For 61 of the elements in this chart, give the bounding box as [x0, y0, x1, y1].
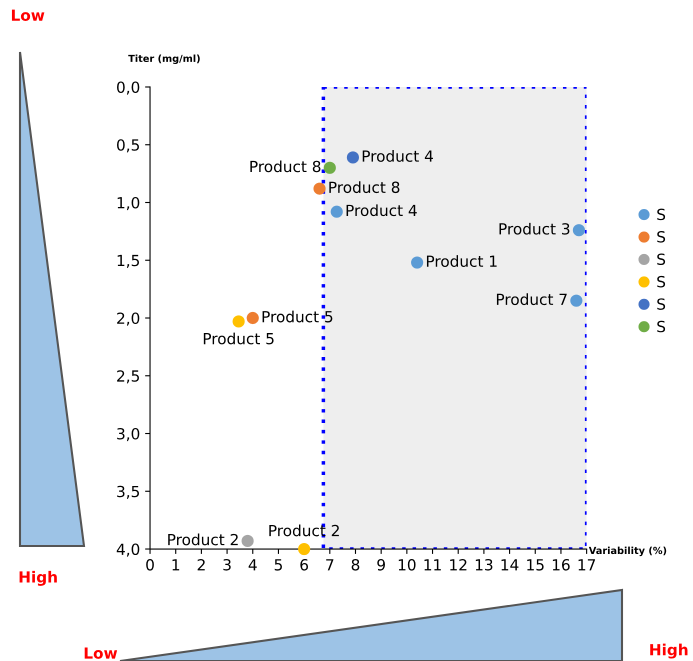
- y-tick-label: 0,5: [117, 139, 139, 152]
- x-tick-label: 0: [146, 559, 154, 571]
- point: [411, 256, 424, 269]
- annotation: Product 4: [346, 204, 417, 216]
- point: [324, 162, 336, 174]
- x-tick-label: 17: [578, 559, 596, 570]
- text: High: [650, 644, 688, 659]
- x-tick-label: 2: [198, 559, 205, 570]
- annotation: Product 3: [500, 222, 570, 235]
- annotation: Product 8: [329, 181, 400, 194]
- y-tick-label: 4,0: [116, 543, 140, 557]
- x-tick-label: 10: [398, 559, 416, 571]
- x-tick-label: 13: [476, 559, 492, 571]
- y-tick-label: 3,5: [117, 486, 139, 499]
- x-axis-title: Variability (%): [588, 546, 666, 556]
- text: Low: [12, 10, 44, 21]
- point: [313, 182, 326, 195]
- x-tick-label: 11: [424, 559, 441, 570]
- x-tick-label: 7: [326, 559, 334, 570]
- x-tick-label: 9: [377, 559, 385, 571]
- x-tick-label: 3: [223, 559, 231, 571]
- annotation: Product 4: [362, 150, 433, 162]
- text: Low: [84, 647, 118, 659]
- annotation: Product 2: [168, 534, 238, 546]
- annotation: Product 7: [496, 293, 567, 306]
- y-axis-title: Titer (mg/ml): [128, 54, 200, 64]
- x-tick-label: 5: [274, 559, 282, 571]
- legend-label: S: [657, 253, 666, 266]
- point: [298, 542, 310, 556]
- annotation: Product 5: [262, 310, 332, 322]
- annotation: Product 2: [269, 524, 339, 536]
- legend-label: S: [657, 276, 666, 288]
- point: [570, 294, 582, 307]
- x-tick-label: 15: [527, 559, 544, 571]
- text: High: [20, 570, 57, 586]
- legend-label: S: [657, 231, 666, 243]
- legend-label: S: [657, 320, 666, 332]
- y-tick-label: 0,0: [117, 81, 140, 95]
- annotation: Product 8: [250, 160, 320, 172]
- point: [232, 315, 245, 328]
- point: [246, 312, 259, 324]
- annotation: Product 5: [204, 332, 274, 344]
- x-tick-label: 4: [248, 559, 257, 570]
- point: [242, 534, 254, 548]
- legend-label: S: [657, 298, 666, 310]
- y-tick-label: 2,5: [117, 370, 139, 384]
- x-tick-label: 6: [300, 559, 308, 571]
- y-tick-label: 2,0: [117, 312, 140, 326]
- point: [572, 224, 585, 236]
- point: [346, 151, 359, 164]
- x-tick-label: 12: [450, 559, 466, 570]
- x-tick-label: 14: [502, 559, 518, 570]
- y-tick-label: 1,5: [118, 254, 139, 268]
- x-tick-label: 1: [172, 559, 180, 570]
- point: [330, 206, 343, 218]
- x-tick-label: 16: [552, 559, 570, 571]
- legend-label: S: [657, 208, 666, 220]
- x-tick-label: 8: [352, 559, 360, 571]
- annotation: Product 1: [426, 255, 497, 267]
- y-tick-label: 1,0: [118, 196, 140, 210]
- y-tick-label: 3,0: [117, 428, 140, 442]
